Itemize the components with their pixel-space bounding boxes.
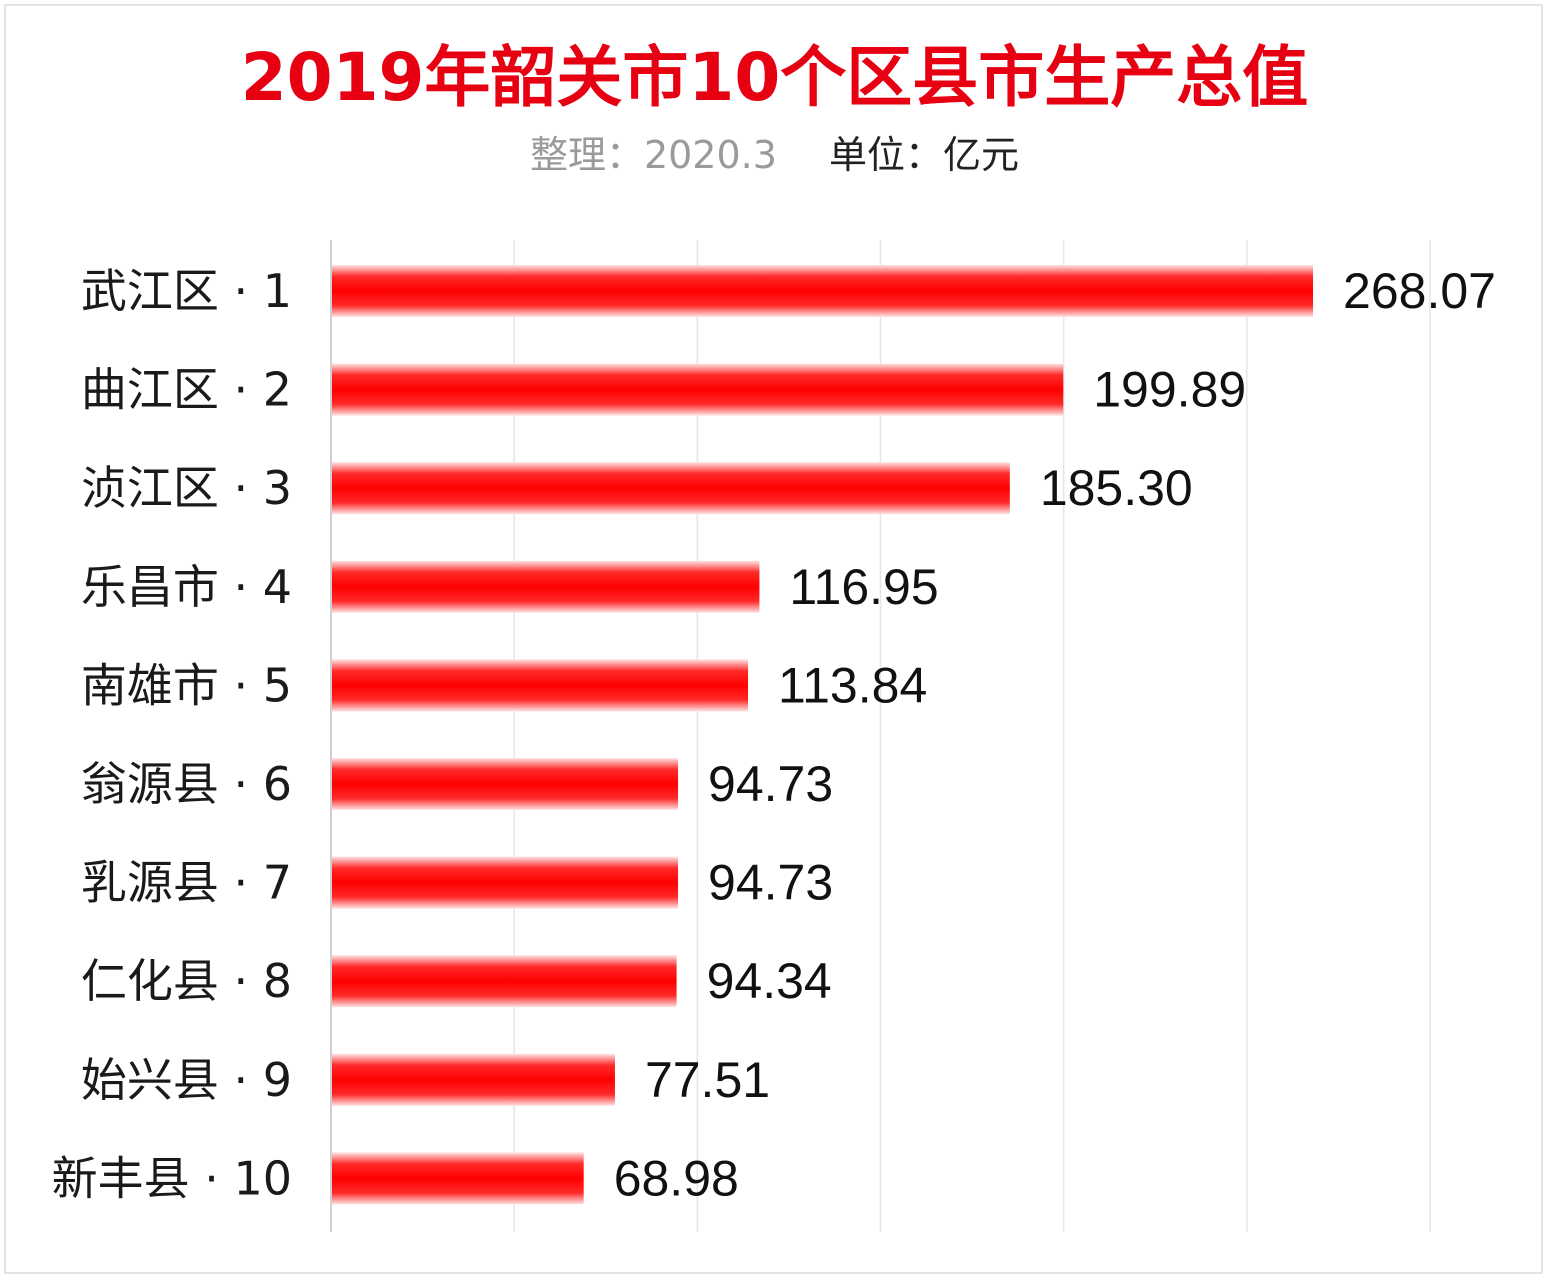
bars [332,265,1314,1205]
category-label: 武江区 · 1 [81,264,292,318]
value-label: 68.98 [614,1150,739,1206]
labels: 武江区 · 1 268.07 曲江区 · 2 199.89 浈江区 · 3 185.30 乐… [52,263,1496,1206]
value-label: 94.73 [708,855,833,911]
category-label: 翁源县 · 6 [81,757,292,811]
unit-label: 单位：亿元 [829,133,1020,177]
bar [332,1152,584,1205]
chart-title: 2019年韶关市10个区县市生产总值 [240,39,1309,116]
category-label: 仁化县 · 8 [81,954,292,1008]
bar [332,758,679,810]
value-label: 199.89 [1093,362,1246,418]
value-label: 77.51 [645,1052,770,1108]
value-label: 185.30 [1040,460,1193,516]
bar [332,462,1010,515]
value-label: 116.95 [789,559,938,615]
value-label: 94.73 [708,756,833,812]
category-label: 始兴县 · 9 [81,1053,292,1107]
bar [332,659,749,712]
category-label: 曲江区 · 2 [81,363,292,417]
chart-frame [4,4,1543,1274]
bar [332,363,1064,416]
category-label: 乳源县 · 7 [81,856,292,910]
bar [332,856,679,909]
category-label: 浈江区 · 3 [81,461,292,515]
value-label: 94.34 [707,953,832,1009]
category-label: 乐昌市 · 4 [81,560,292,614]
chart-subtitle: 整理：2020.3 单位：亿元 [0,130,1549,180]
value-label: 113.84 [778,657,927,713]
category-label: 南雄市 · 5 [81,658,292,712]
category-label: 新丰县 · 10 [52,1151,292,1205]
bar [332,1053,615,1106]
compiled-date: 整理：2020.3 [529,133,777,177]
value-label: 268.07 [1343,263,1496,319]
bar [332,560,760,613]
bar [332,955,677,1008]
bar [332,265,1314,317]
